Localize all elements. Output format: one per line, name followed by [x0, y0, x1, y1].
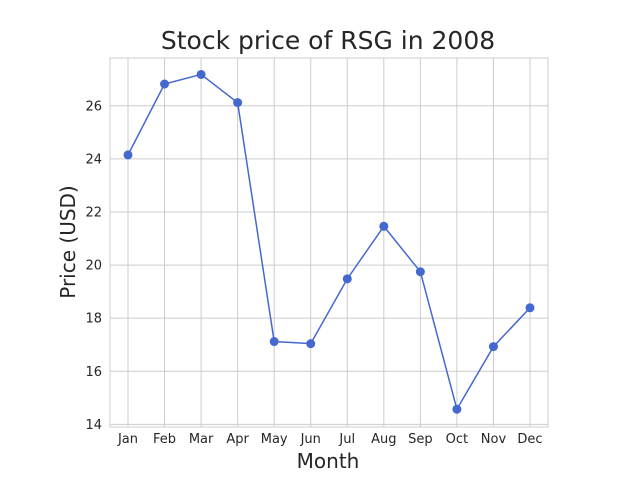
y-tick-label: 22	[85, 205, 102, 220]
x-tick-label: Jul	[338, 432, 355, 447]
plot-frame	[109, 57, 549, 428]
tick-labels: Jan Feb Mar Apr May Jun Jul Aug Sep Oct Nov Dec 14 16…	[85, 99, 542, 447]
y-tick-label: 24	[85, 152, 102, 167]
x-tick-label: Apr	[226, 432, 249, 447]
y-tick-label: 14	[85, 418, 102, 433]
y-tick-label: 26	[85, 99, 102, 114]
data-point	[160, 79, 170, 89]
x-axis-label: Month	[297, 449, 360, 473]
y-tick-label: 16	[85, 365, 102, 380]
data-point	[196, 69, 206, 79]
x-tick-label: Aug	[371, 432, 396, 447]
x-tick-label: Feb	[153, 432, 176, 447]
chart-title: Stock price of RSG in 2008	[161, 26, 495, 55]
x-tick-label: Jun	[300, 432, 321, 447]
series-line	[127, 73, 531, 412]
data-point	[415, 267, 425, 277]
x-tick-label: Mar	[189, 432, 214, 447]
x-tick-label: Oct	[446, 432, 468, 447]
data-point	[306, 339, 316, 349]
data-point	[488, 342, 498, 352]
data-point	[379, 221, 389, 231]
data-point	[269, 337, 279, 347]
y-axis-label: Price (USD)	[56, 185, 80, 299]
x-tick-label: Sep	[408, 432, 433, 447]
x-tick-label: Jan	[117, 432, 138, 447]
data-point	[233, 98, 243, 108]
x-tick-label: Nov	[481, 432, 507, 447]
x-tick-label: May	[261, 432, 288, 447]
data-point	[123, 150, 133, 160]
data-point	[452, 404, 462, 414]
x-tick-label: Dec	[517, 432, 542, 447]
data-point	[342, 274, 352, 284]
series-layer	[123, 69, 535, 414]
y-tick-label: 20	[85, 259, 102, 274]
y-tick-label: 18	[85, 312, 102, 327]
data-point	[525, 303, 535, 313]
plot-area	[110, 58, 548, 427]
grid-layer	[110, 58, 548, 427]
